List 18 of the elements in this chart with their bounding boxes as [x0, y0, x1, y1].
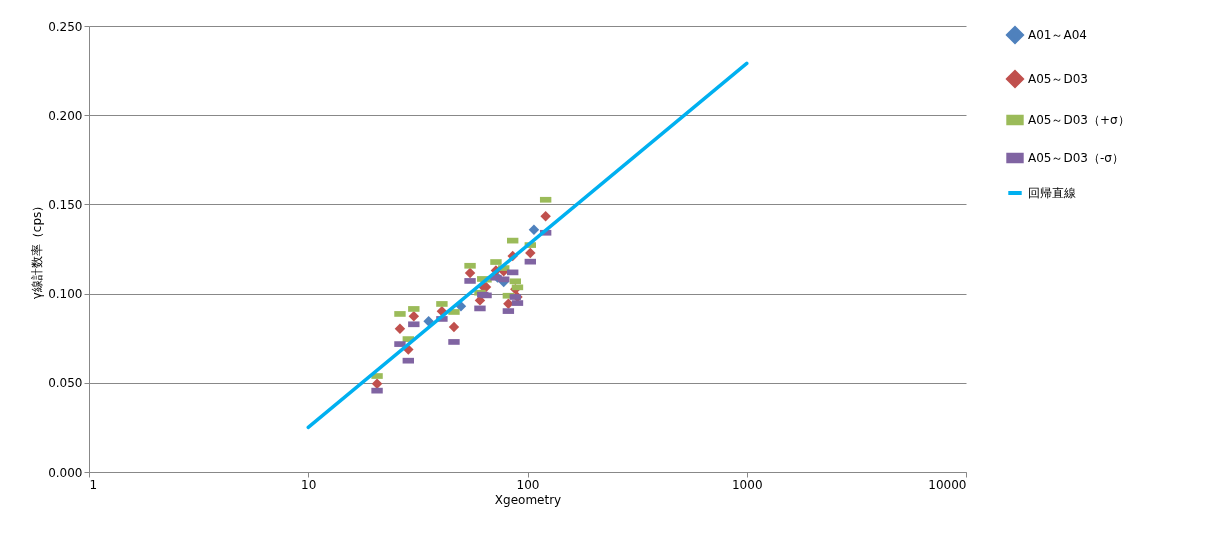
x-tick-label: 10000	[928, 477, 967, 492]
x-axis-title: Xgeometry	[494, 492, 562, 507]
legend-label: A05～D03（-σ）	[1028, 151, 1124, 165]
y-tick-label: 0.000	[48, 465, 83, 480]
y-axis-title: γ線計数率（cps）	[30, 199, 45, 300]
y-tick-label: 0.100	[48, 287, 83, 302]
y-tick-label: 0.050	[48, 376, 83, 391]
legend-label: A01～A04	[1028, 28, 1087, 42]
legend-label: A05～D03	[1028, 72, 1088, 86]
legend-label: A05～D03（+σ）	[1028, 113, 1130, 127]
x-tick-label: 100	[516, 477, 540, 492]
x-tick-label: 10	[301, 477, 317, 492]
y-tick-label: 0.250	[48, 19, 83, 34]
x-tick-label: 1	[89, 477, 98, 492]
y-tick-label: 0.200	[48, 108, 83, 123]
legend-label: 回帰直線	[1028, 186, 1076, 200]
y-tick-label: 0.150	[48, 197, 83, 212]
x-tick-label: 1000	[731, 477, 763, 492]
